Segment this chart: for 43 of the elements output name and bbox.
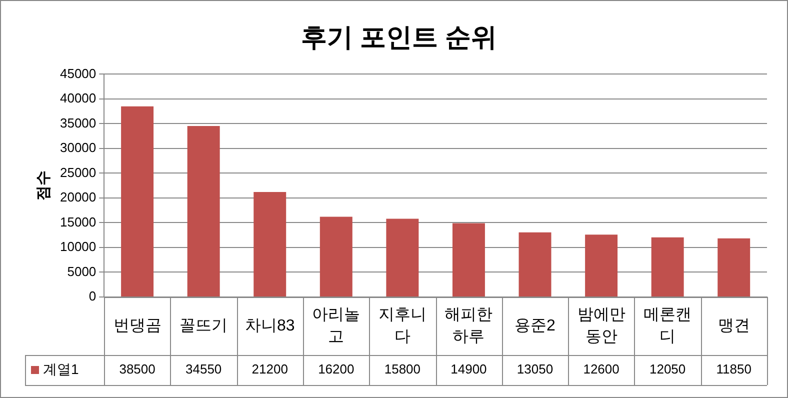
data-label: 12050 — [649, 362, 686, 377]
y-tick-label: 5000 — [67, 264, 96, 279]
data-label: 12600 — [583, 362, 620, 377]
x-tick-label: 꼴뜨기 — [180, 317, 228, 334]
x-tick-label: 해피한하루 — [444, 306, 493, 346]
bar — [320, 216, 352, 296]
bar — [121, 106, 154, 296]
data-label: 21200 — [252, 362, 288, 377]
chart-title: 후기 포인트 순위 — [300, 22, 498, 52]
y-tick-label: 10000 — [60, 239, 96, 254]
data-label: 15800 — [384, 362, 421, 377]
x-tick-label: 지후니다 — [378, 306, 426, 346]
data-label: 14900 — [450, 362, 487, 377]
bar — [254, 192, 286, 296]
data-label: 34550 — [186, 362, 222, 377]
data-label: 16200 — [318, 362, 354, 377]
y-tick-label: 25000 — [60, 164, 96, 180]
bar — [651, 237, 684, 296]
bar — [585, 234, 618, 296]
bar — [187, 126, 220, 296]
y-axis-title: 점수 — [35, 170, 52, 201]
y-tick-label: 40000 — [60, 90, 96, 106]
x-tick-label: 밤에만동안 — [577, 306, 626, 346]
bar — [518, 232, 552, 296]
x-tick-label: 메론캔디 — [644, 306, 692, 346]
bar — [718, 238, 750, 296]
data-label: 13050 — [516, 362, 554, 377]
bar — [386, 218, 419, 296]
y-tick-label: 45000 — [60, 66, 96, 81]
y-tick-label: 30000 — [60, 140, 96, 156]
x-tick-label: 맹견 — [718, 317, 750, 334]
data-label: 11850 — [716, 362, 752, 377]
data-label: 38500 — [119, 362, 156, 377]
y-tick-label: 15000 — [60, 214, 96, 230]
x-tick-label: 아리놀고 — [312, 306, 360, 346]
bar — [452, 223, 485, 296]
y-tick-label: 0 — [88, 288, 96, 304]
y-tick-label: 20000 — [60, 190, 96, 205]
legend-label: 계열1 — [43, 360, 79, 377]
x-tick-label: 용준2 — [514, 317, 556, 334]
x-tick-label: 번댕곰 — [113, 317, 162, 334]
x-tick-label: 차니83 — [244, 317, 295, 334]
y-tick-label: 35000 — [60, 115, 96, 130]
